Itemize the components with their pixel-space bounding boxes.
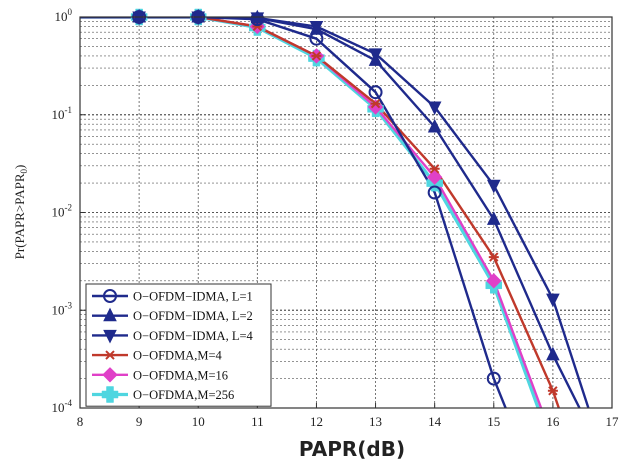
x-tick-label: 11 (251, 414, 264, 429)
series-marker (368, 85, 383, 100)
legend-marker (105, 350, 115, 360)
x-tick-label: 12 (310, 414, 323, 429)
series-marker (547, 386, 558, 396)
x-tick-label: 8 (77, 414, 84, 429)
y-axis-label-sub: 0 (19, 168, 29, 173)
x-tick-label: 10 (192, 414, 205, 429)
legend-marker (103, 307, 117, 322)
legend-marker (103, 329, 117, 344)
x-tick-label: 13 (369, 414, 382, 429)
legend-label: O−OFDMA,M=256 (133, 388, 234, 402)
series-marker (546, 346, 560, 361)
series-marker (427, 101, 442, 116)
series-marker (427, 185, 442, 200)
series-marker (486, 273, 502, 289)
legend-box (85, 283, 272, 407)
series-line (80, 17, 560, 408)
series-marker (427, 118, 442, 133)
legend-marker (101, 386, 119, 403)
series-markers (130, 8, 560, 396)
series-marker (486, 211, 501, 225)
series-line (80, 17, 590, 408)
x-tick-label: 15 (487, 414, 500, 429)
x-tick-label: 16 (546, 414, 560, 429)
x-tick-label: 9 (136, 414, 143, 429)
y-axis-label-end: ) (12, 165, 27, 169)
series-marker (486, 371, 501, 386)
series-line (80, 17, 581, 408)
series-marker (488, 252, 499, 262)
y-axis-label-main: Pr(PAPR>PAPR (12, 173, 27, 259)
y-tick-label: 10-1 (52, 105, 73, 122)
legend-item: O−OFDMA,M=256 (92, 386, 234, 403)
x-tick-label: 17 (606, 414, 620, 429)
series-marker (429, 164, 440, 174)
x-axis-label: PAPR(dB) (299, 437, 405, 461)
y-tick-label: 10-2 (52, 203, 73, 220)
legend-item: O−OFDM−IDMA, L=2 (92, 307, 253, 323)
series-marker (486, 179, 501, 194)
legend-label: O−OFDMA,M=4 (133, 349, 223, 363)
series-marker (370, 98, 381, 109)
series-line (80, 17, 507, 408)
legend-label: O−OFDM−IDMA, L=1 (133, 290, 253, 304)
series-marker (368, 52, 383, 66)
legend: O−OFDM−IDMA, L=1 O−OFDM−IDMA, L=2 O−OFDM−I… (85, 283, 272, 407)
series-marker (546, 293, 560, 308)
series-marker (426, 169, 443, 185)
series-marker (311, 51, 322, 61)
y-tick-label: 10-4 (52, 398, 73, 415)
y-axis-label: Pr(PAPR>PAPR0) (12, 165, 29, 260)
legend-label: O−OFDM−IDMA, L=2 (133, 309, 253, 323)
legend-marker (103, 289, 117, 303)
legend-marker (102, 367, 118, 383)
legend-item: O−OFDMA,M=16 (92, 367, 228, 383)
series-marker (309, 21, 324, 35)
x-tick-label: 14 (428, 414, 442, 429)
series-marker (309, 31, 324, 46)
legend-item: O−OFDM−IDMA, L=1 (92, 289, 253, 304)
legend-label: O−OFDM−IDMA, L=4 (133, 329, 254, 343)
legend-label: O−OFDMA,M=16 (133, 368, 228, 382)
y-tick-label: 10-3 (52, 300, 73, 317)
series-marker (250, 12, 265, 27)
legend-item: O−OFDM−IDMA, L=4 (92, 329, 254, 344)
y-tick-label: 100 (55, 7, 73, 24)
legend-item: O−OFDMA,M=4 (92, 349, 223, 363)
